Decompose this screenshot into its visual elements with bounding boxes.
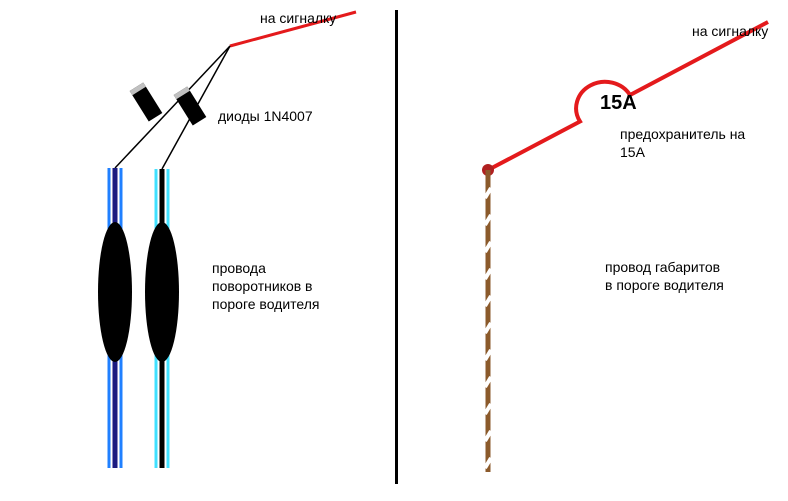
diode-b [174, 86, 207, 125]
wiring-diagram [0, 0, 788, 501]
label-left-signal: на сигналку [260, 9, 336, 27]
wire-b [145, 169, 179, 468]
label-fuse: предохранитель на 15А [620, 125, 745, 161]
label-left-wires: провода поворотников в пороге водителя [212, 259, 320, 314]
label-right-wires: провод габаритов в пороге водителя [605, 258, 724, 294]
label-right-signal: на сигналку [692, 22, 768, 40]
label-diodes: диоды 1N4007 [218, 107, 313, 125]
label-fuse-value: 15A [600, 90, 637, 116]
sleeve-a [98, 222, 132, 362]
sleeve-b [145, 222, 179, 362]
diode-a [130, 82, 163, 121]
wire-a [98, 168, 132, 468]
